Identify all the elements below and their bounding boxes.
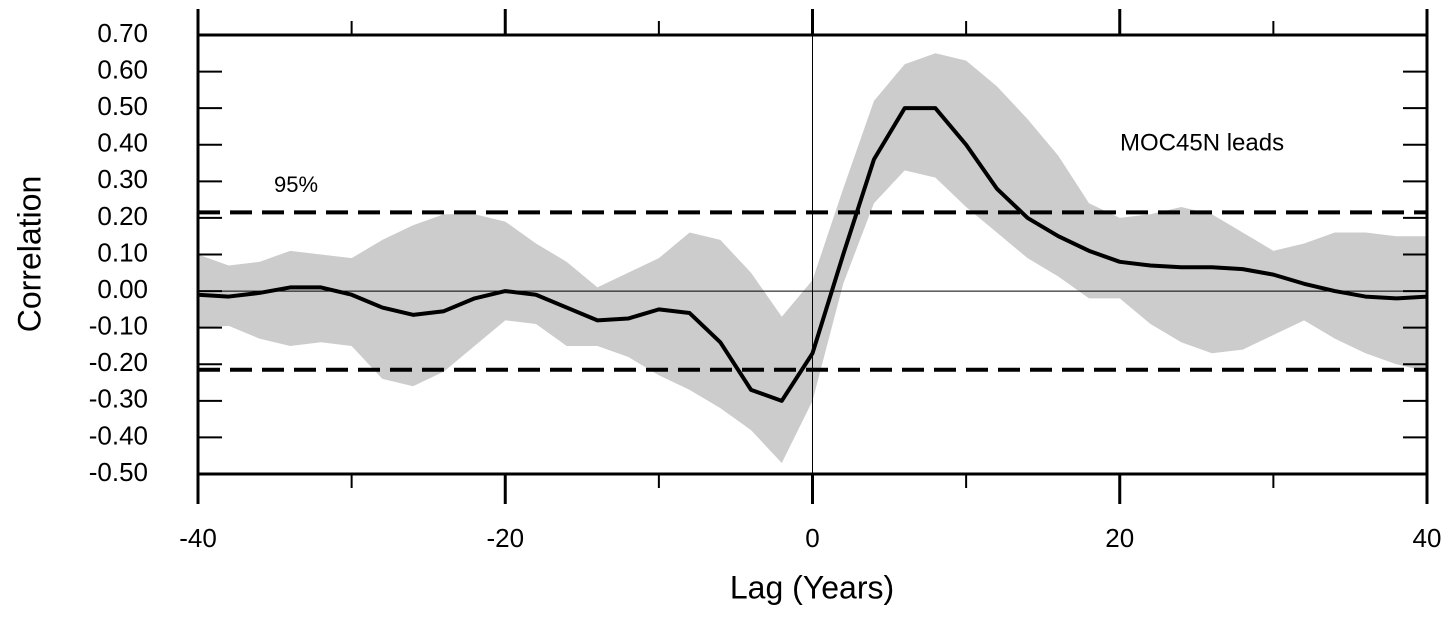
x-tick-label: 0	[805, 523, 819, 553]
x-axis-label: Lag (Years)	[730, 569, 894, 605]
y-axis-label: Correlation	[11, 176, 47, 333]
series-line	[197, 106, 1428, 403]
y-tick-label: 0.60	[97, 54, 148, 84]
y-tick-label: -0.20	[89, 347, 148, 377]
y-tick-label: 0.20	[97, 201, 148, 231]
x-tick-label: -20	[486, 523, 524, 553]
y-tick-label: 0.30	[97, 164, 148, 194]
y-tick-label: -0.10	[89, 311, 148, 341]
y-tick-label: 0.00	[97, 274, 148, 304]
y-tick-label: -0.50	[89, 457, 148, 487]
y-tick-label: 0.40	[97, 128, 148, 158]
x-tick-label: 40	[1413, 523, 1442, 553]
significance-label: 95%	[274, 172, 318, 197]
y-tick-label: 0.70	[97, 18, 148, 48]
x-tick-label: 20	[1105, 523, 1134, 553]
x-tick-label: -40	[179, 523, 217, 553]
annotation: MOC45N leads	[1120, 129, 1284, 156]
y-tick-label: 0.10	[97, 237, 148, 267]
y-tick-label: -0.30	[89, 384, 148, 414]
y-tick-label: -0.40	[89, 420, 148, 450]
y-tick-label: 0.50	[97, 91, 148, 121]
